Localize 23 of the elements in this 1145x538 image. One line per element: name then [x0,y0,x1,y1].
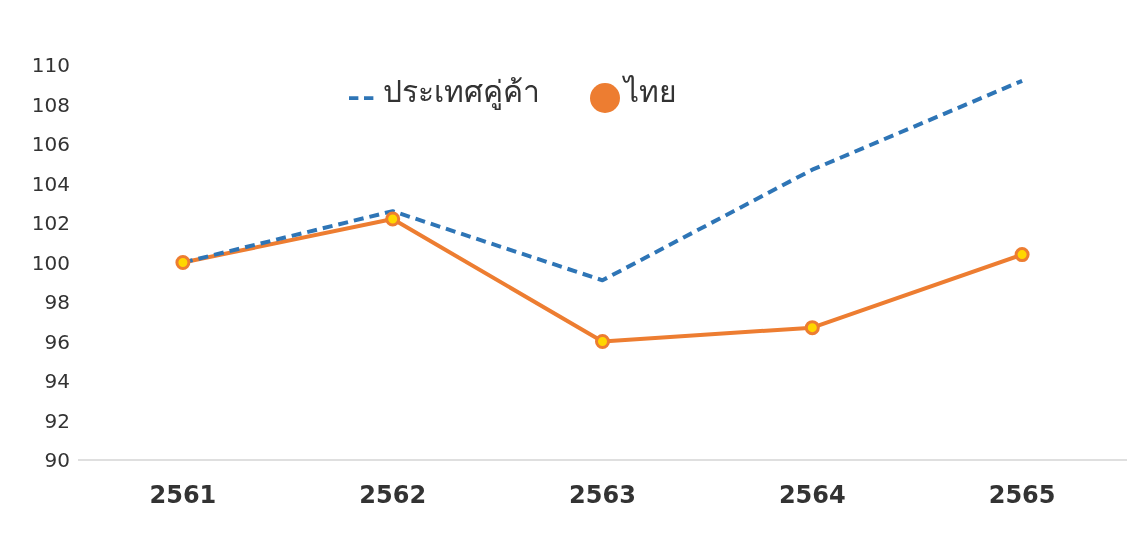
y-tick-label: 108 [31,92,70,117]
y-tick-label: 94 [44,369,70,394]
legend-label: ประเทศคู่ค้า [383,74,540,109]
x-tick-label: 2564 [778,481,846,510]
y-tick-label: 92 [44,408,70,433]
point [385,211,401,227]
x-tick-label: 2563 [569,481,636,510]
point [175,255,191,270]
x-tick-label: 2561 [149,481,217,510]
x-tick-label: 2565 [988,481,1056,510]
point [804,320,820,336]
y-tick-label: 90 [44,448,70,473]
x-tick-label: 2562 [359,481,427,510]
y-tick-label: 96 [44,329,70,354]
y-tick-label: 104 [31,171,70,196]
y-tick-label: 110 [31,53,70,78]
legend-label: ไทย [624,74,677,109]
point [1014,247,1030,263]
point [595,334,610,349]
y-tick-label: 100 [31,250,70,275]
y-tick-label: 102 [31,211,70,236]
y-tick-label: 98 [44,290,70,315]
y-tick-label: 106 [31,132,70,157]
